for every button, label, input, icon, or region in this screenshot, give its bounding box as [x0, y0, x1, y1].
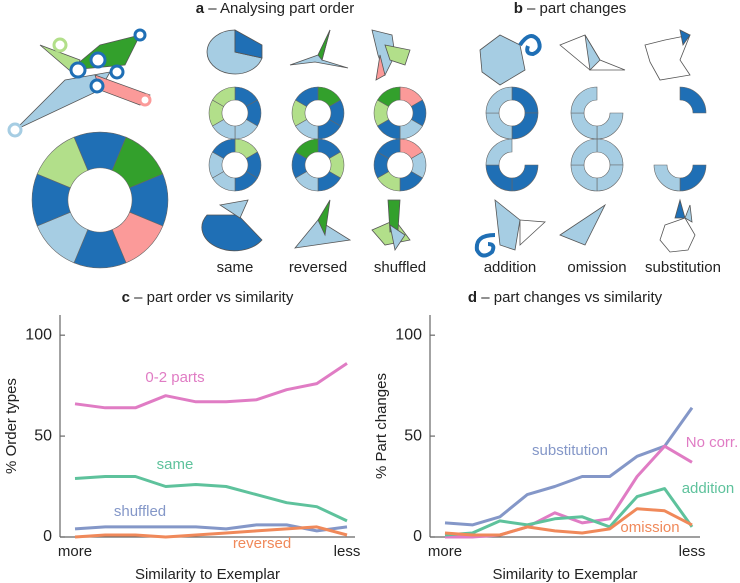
- column-label: shuffled: [374, 259, 426, 276]
- panel-label: c: [122, 289, 130, 306]
- donut-segment: [295, 86, 319, 107]
- donut-segment: [212, 138, 236, 159]
- y-tick-label: 100: [395, 326, 422, 343]
- column-label: substitution: [645, 259, 721, 276]
- donut-segment: [570, 138, 598, 166]
- shapes: [201, 29, 696, 258]
- donut-segment: [679, 86, 707, 114]
- series-line: [444, 487, 694, 537]
- donut-segment: [511, 164, 539, 192]
- x-axis-label: Similarity to Exemplar: [135, 566, 280, 583]
- donut-segment: [377, 138, 401, 159]
- donut-segment: [596, 138, 624, 166]
- series-line: [444, 507, 693, 537]
- x-axis-label: Similarity to Exemplar: [492, 566, 637, 583]
- y-tick-label: 0: [413, 528, 422, 545]
- part-figure: [7, 28, 152, 138]
- column-labels: same reversed shuffled addition omission…: [217, 259, 721, 276]
- series-label: reversed: [233, 535, 291, 552]
- y-tick-label: 100: [25, 326, 52, 343]
- column-label: same: [217, 259, 254, 276]
- panel-title-text: – Analysing part order: [208, 0, 354, 17]
- donut-segment: [596, 164, 624, 192]
- series-label: No corr.: [686, 434, 739, 451]
- donut-segment: [377, 86, 401, 107]
- donut-segment: [485, 164, 513, 192]
- series-label: 0-2 parts: [145, 369, 204, 386]
- x-tick-label: less: [334, 543, 361, 560]
- series-line: [444, 406, 694, 527]
- series-line: [74, 362, 348, 410]
- panel-title-text: – part changes: [527, 0, 626, 17]
- y-axis-label: % Part changes: [373, 373, 390, 479]
- y-tick-label: 50: [404, 427, 422, 444]
- donut-segment: [653, 164, 681, 192]
- series-label: addition: [682, 480, 735, 497]
- donut-segment: [511, 112, 539, 140]
- x-tick-label: more: [428, 543, 462, 560]
- series-label: shuffled: [114, 503, 166, 520]
- chart-title-text: – part changes vs similarity: [481, 289, 662, 306]
- chart-title-text: – part order vs similarity: [134, 289, 294, 306]
- series-line: [74, 525, 348, 539]
- panel-label: d: [468, 289, 477, 306]
- column-label: omission: [567, 259, 626, 276]
- column-label: reversed: [289, 259, 347, 276]
- x-tick-label: more: [58, 543, 92, 560]
- donut-segment: [511, 86, 539, 114]
- y-axis-label: % Order types: [3, 378, 20, 474]
- donut-segment: [570, 112, 598, 140]
- series-label: omission: [620, 519, 679, 536]
- donut-segment: [596, 112, 624, 140]
- chart-title: d – part changes vs similarity: [468, 289, 663, 306]
- x-tick-label: less: [679, 543, 706, 560]
- donut-segment: [212, 86, 236, 107]
- panel-title: b – part changes: [514, 0, 627, 17]
- series-label: substitution: [532, 442, 608, 459]
- y-tick-label: 0: [43, 528, 52, 545]
- y-tick-label: 50: [34, 427, 52, 444]
- donut-segment: [485, 112, 513, 140]
- donut-segment: [570, 86, 598, 114]
- donut-segment: [679, 164, 707, 192]
- panel-label: a: [196, 0, 205, 17]
- chart-title: c – part order vs similarity: [122, 289, 294, 306]
- series-label: same: [157, 456, 194, 473]
- panel-title: a – Analysing part order: [196, 0, 354, 17]
- donut-segment: [295, 138, 319, 159]
- panel-label: b: [514, 0, 523, 17]
- column-label: addition: [484, 259, 537, 276]
- donut-segment: [485, 138, 513, 166]
- donut-segment: [485, 86, 513, 114]
- series-line: [74, 475, 348, 523]
- donut-segment: [36, 136, 89, 189]
- donut-segment: [570, 164, 598, 192]
